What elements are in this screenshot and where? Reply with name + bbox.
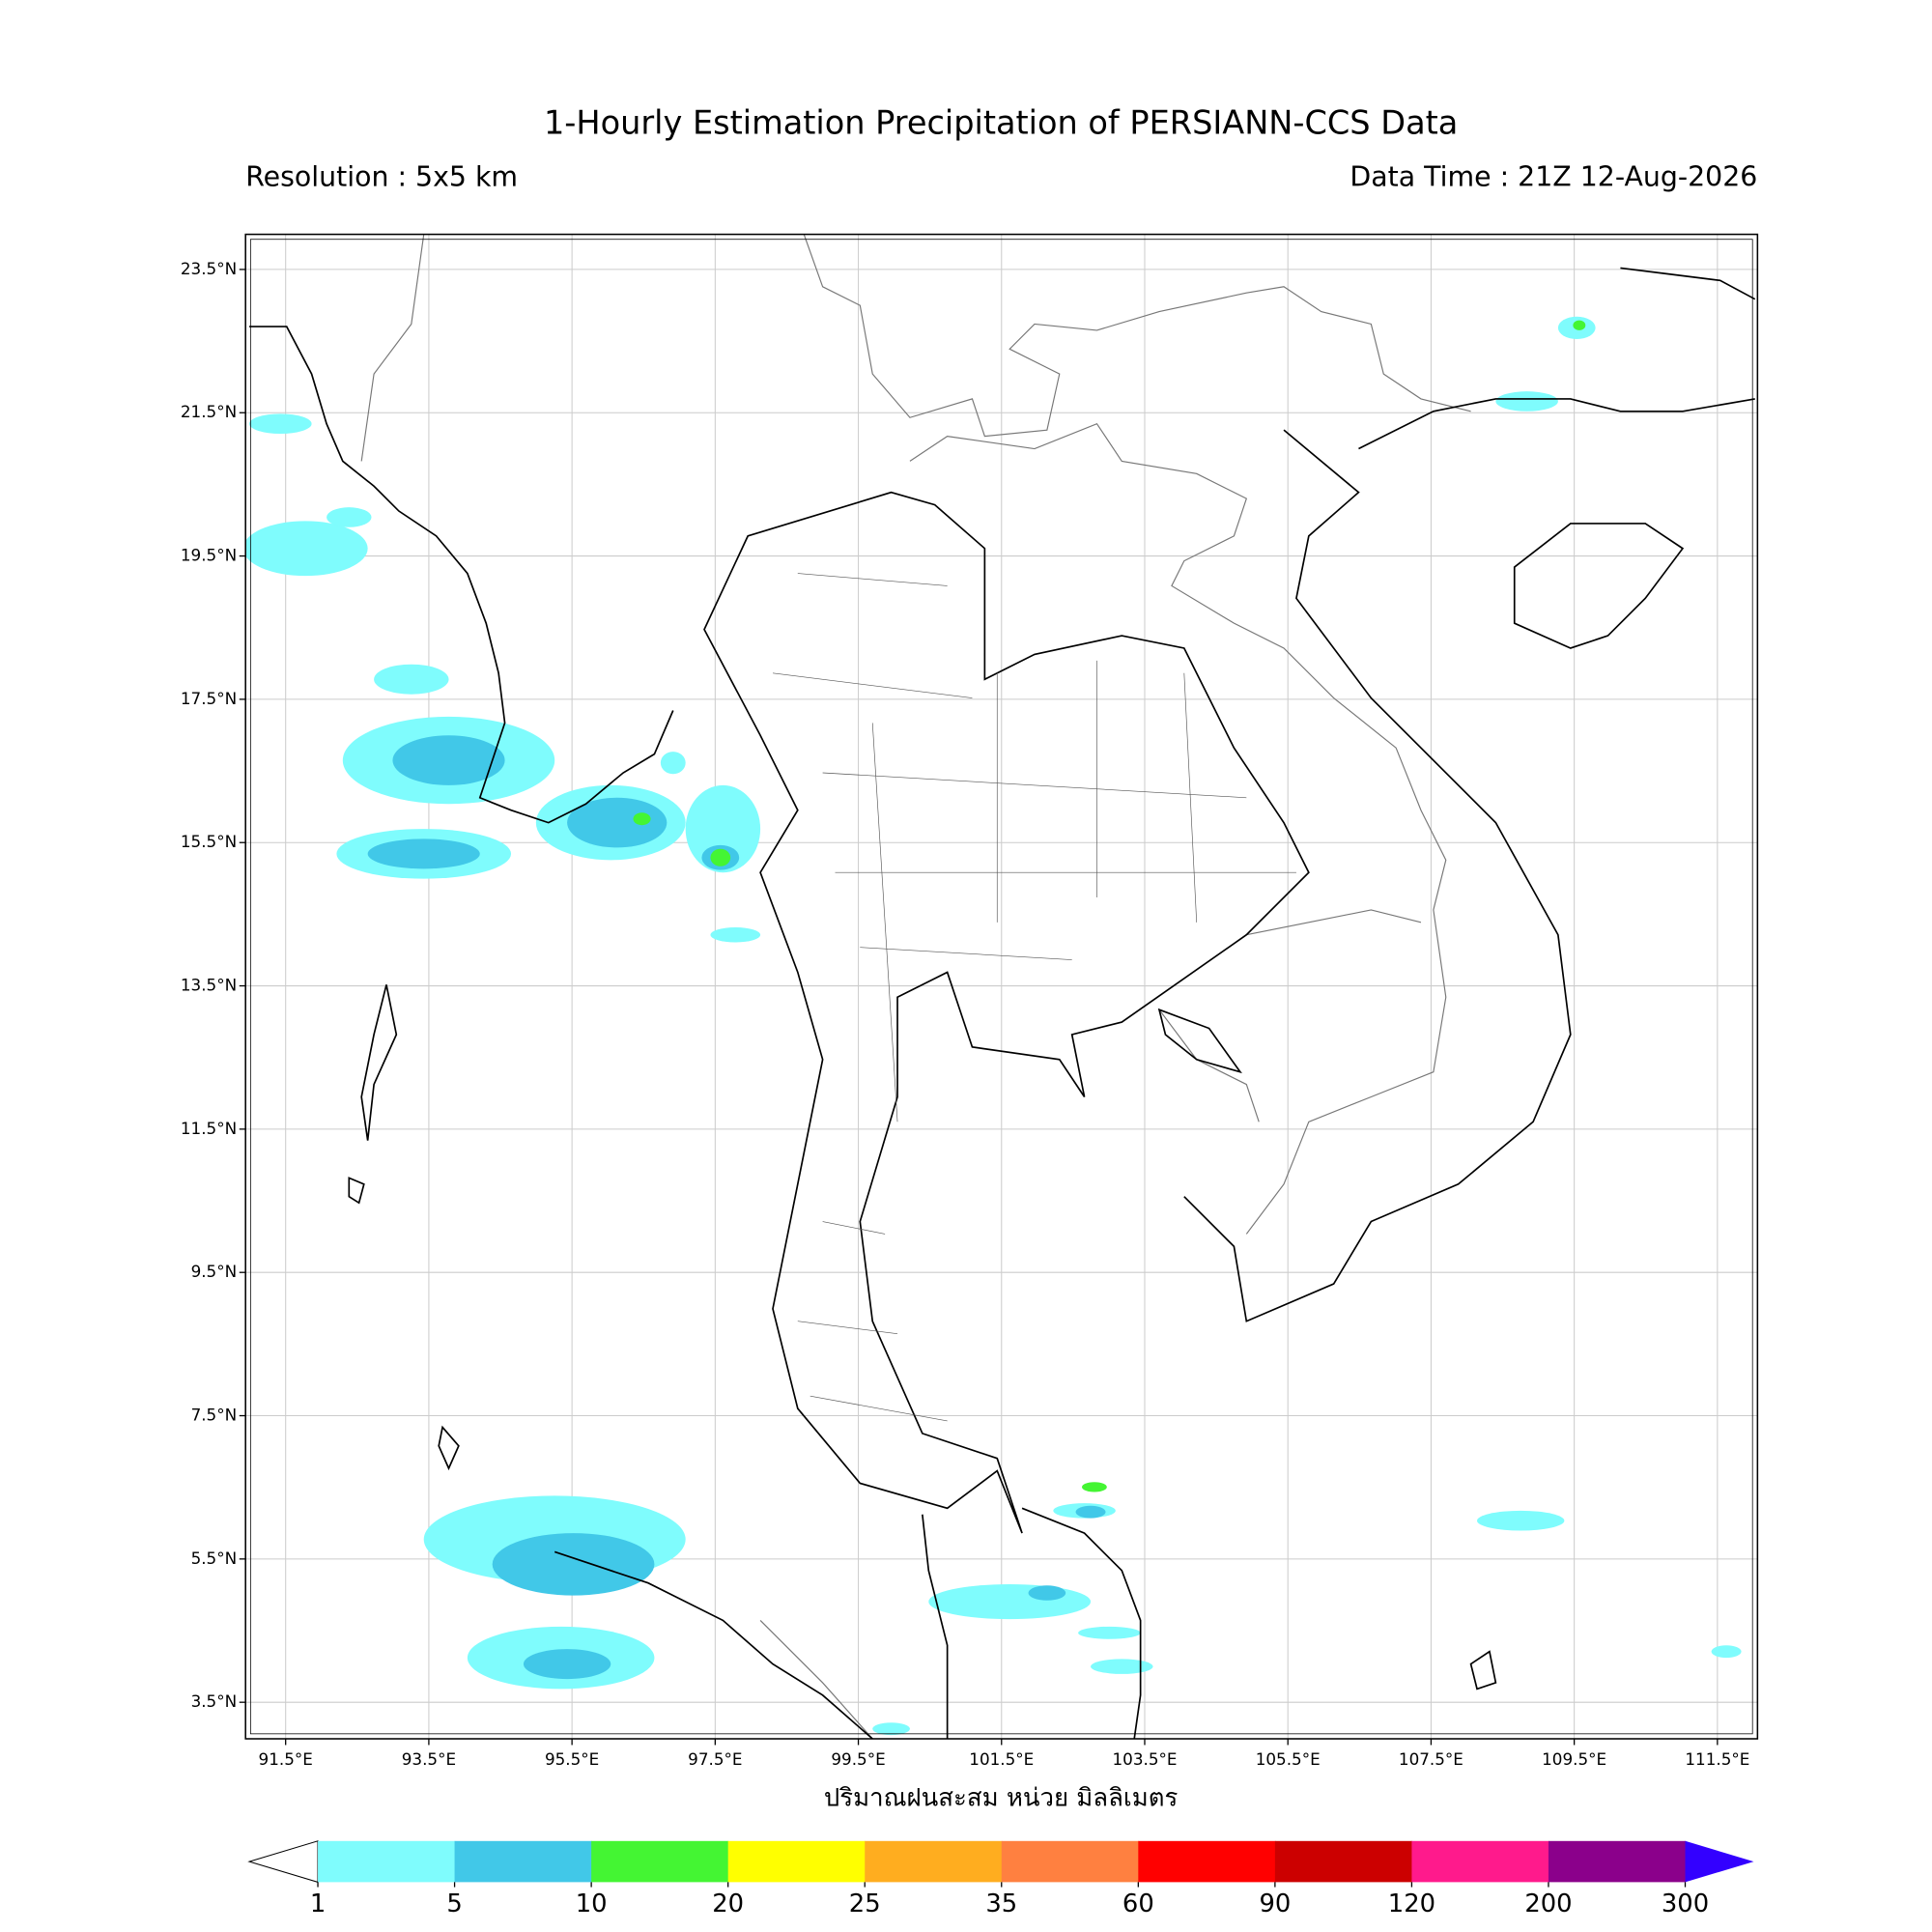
map: 91.5°E 93.5°E 95.5°E 97.5°E 99.5°E 101.5°E 103… [181,233,1759,1769]
y-tick-label: 5.5°N [191,1548,238,1568]
colorbar: 1 5 10 20 25 35 60 90 120 200 300 [247,1840,1754,1918]
x-tick-label: 101.5°E [969,1749,1034,1769]
y-tick-label: 3.5°N [191,1691,238,1711]
colorbar-segment [591,1840,729,1883]
title: 1-Hourly Estimation Precipitation of PER… [544,104,1458,142]
y-tick-label: 9.5°N [191,1262,238,1281]
y-tick-label: 21.5°N [181,402,237,421]
x-tick-label: 93.5°E [402,1749,456,1769]
y-tick-label: 7.5°N [191,1406,238,1425]
colorbar-segment [727,1840,866,1883]
colorbar-label: 5 [446,1889,462,1918]
y-tick-label: 17.5°N [181,689,237,708]
x-tick-label: 111.5°E [1685,1749,1749,1769]
colorbar-segment [1274,1840,1413,1883]
x-tick-label: 95.5°E [545,1749,599,1769]
x-tick-label: 91.5°E [259,1749,313,1769]
colorbar-label: 200 [1524,1889,1572,1918]
colorbar-over [1685,1840,1754,1883]
y-tick-label: 23.5°N [181,259,237,278]
map-frame [244,233,1759,1740]
colorbar-segment [454,1840,592,1883]
colorbar-label: 120 [1388,1889,1435,1918]
colorbar-segment [865,1840,1003,1883]
coastlines [249,267,1756,1739]
colorbar-label: 35 [985,1889,1017,1918]
x-axis-label: ปริมาณฝนสะสม หน่วย มิลลิเมตร [824,1783,1179,1812]
colorbar-label: 1 [310,1889,326,1918]
colorbar-label: 10 [576,1889,608,1918]
colorbar-segment [318,1840,456,1883]
graticule: 91.5°E 93.5°E 95.5°E 97.5°E 99.5°E 101.5°E 103… [181,234,1758,1769]
x-tick-label: 109.5°E [1542,1749,1606,1769]
colorbar-segment [1411,1840,1549,1883]
y-tick-label: 11.5°N [181,1119,237,1138]
borders [360,234,1471,1739]
y-tick-label: 15.5°N [181,832,237,851]
resolution: Resolution : 5x5 km [245,161,518,193]
colorbar-label: 90 [1259,1889,1291,1918]
colorbar-segment [1001,1840,1139,1883]
colorbar-segment [1548,1840,1687,1883]
colorbar-label: 20 [712,1889,744,1918]
x-tick-label: 105.5°E [1256,1749,1321,1769]
y-tick-label: 19.5°N [181,546,237,565]
x-tick-label: 99.5°E [831,1749,885,1769]
colorbar-segment [1138,1840,1276,1883]
colorbar-label: 60 [1122,1889,1154,1918]
y-tick-label: 13.5°N [181,976,237,995]
data-time: Data Time : 21Z 12-Aug-2026 [1350,161,1757,193]
map-frame-inner [249,239,1753,1735]
x-tick-label: 107.5°E [1399,1749,1463,1769]
colorbar-under [247,1840,319,1884]
rain-areas [245,316,1742,1736]
map-content [245,234,1756,1739]
x-tick-label: 103.5°E [1112,1749,1177,1769]
x-tick-label: 97.5°E [688,1749,742,1769]
colorbar-label: 300 [1662,1889,1709,1918]
colorbar-label: 25 [849,1889,881,1918]
provinces [772,573,1296,1422]
